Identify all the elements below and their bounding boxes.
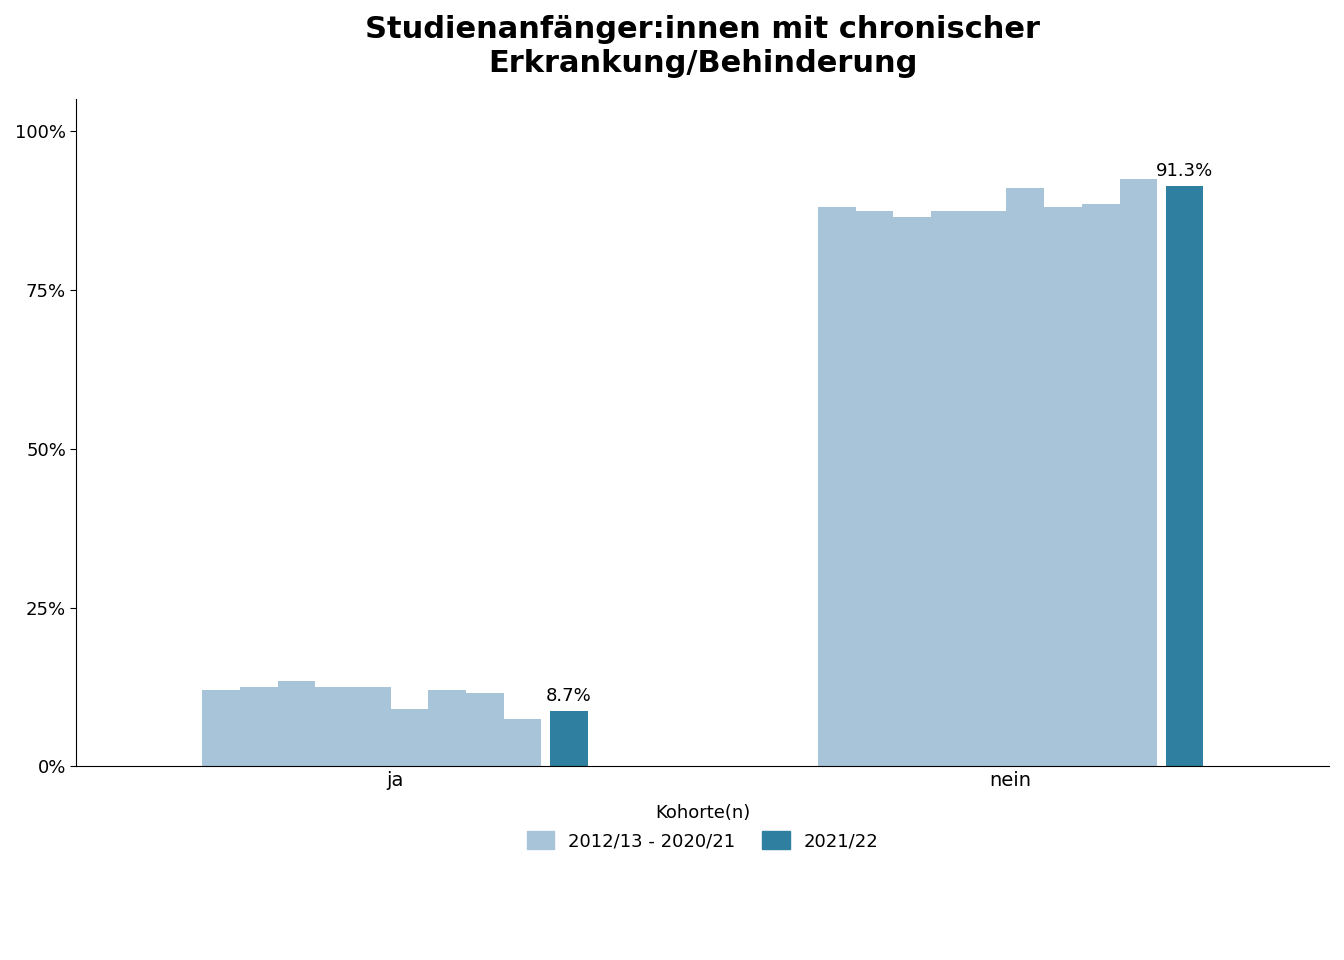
Bar: [931, 210, 969, 766]
Text: 8.7%: 8.7%: [546, 686, 591, 705]
Bar: [818, 207, 856, 766]
Bar: [277, 681, 316, 766]
Bar: [969, 210, 1007, 766]
Bar: [429, 690, 466, 766]
Bar: [550, 711, 587, 766]
Bar: [1082, 204, 1120, 766]
Bar: [391, 709, 429, 766]
Bar: [1044, 207, 1082, 766]
Bar: [239, 687, 277, 766]
Bar: [1165, 186, 1203, 766]
Bar: [202, 690, 239, 766]
Bar: [856, 210, 894, 766]
Bar: [1007, 188, 1044, 766]
Bar: [894, 217, 931, 766]
Bar: [316, 687, 353, 766]
Bar: [504, 719, 542, 766]
Bar: [1120, 179, 1157, 766]
Legend: 2012/13 - 2020/21, 2021/22: 2012/13 - 2020/21, 2021/22: [520, 797, 886, 857]
Bar: [466, 693, 504, 766]
Title: Studienanfänger:innen mit chronischer
Erkrankung/Behinderung: Studienanfänger:innen mit chronischer Er…: [366, 15, 1040, 78]
Text: 91.3%: 91.3%: [1156, 162, 1214, 180]
Bar: [353, 687, 391, 766]
